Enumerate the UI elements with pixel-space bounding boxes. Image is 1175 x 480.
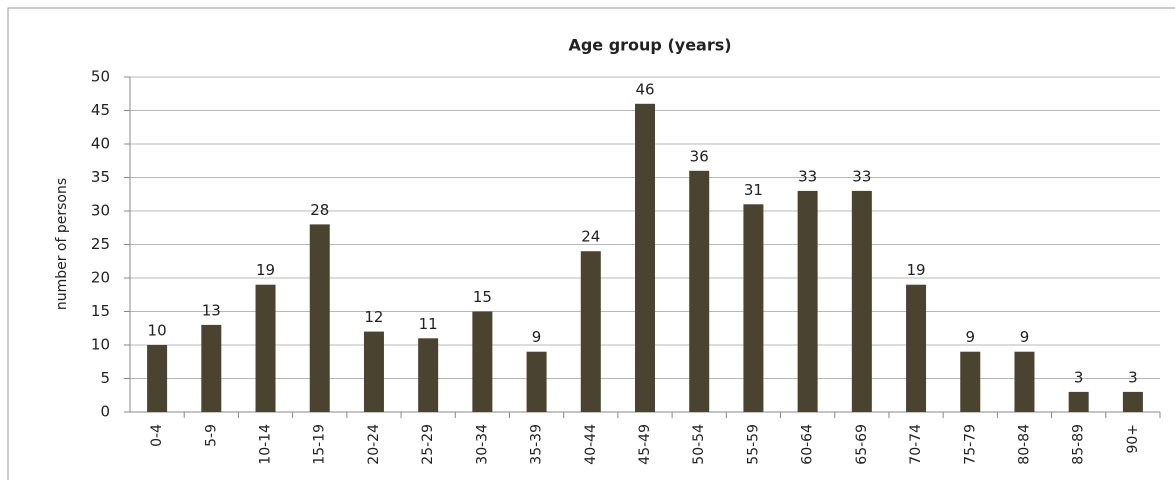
data-label: 24 [581, 228, 600, 246]
y-axis-title: number of persons [54, 178, 70, 310]
x-tick-label: 25-29 [420, 424, 436, 465]
x-tick-label: 0-4 [149, 424, 165, 447]
bar [472, 311, 493, 412]
x-tick-label: 90+ [1125, 424, 1141, 454]
bar [580, 251, 601, 412]
data-label: 46 [635, 80, 654, 98]
x-tick-label: 80-84 [1016, 424, 1032, 465]
bar [526, 351, 547, 412]
bar [255, 284, 276, 412]
data-label: 3 [1074, 368, 1084, 386]
y-tick-label: 25 [91, 235, 110, 253]
bar [418, 338, 439, 412]
bar [906, 284, 927, 412]
x-tick-label: 65-69 [854, 424, 870, 465]
data-label: 33 [798, 167, 817, 185]
data-label: 19 [256, 261, 275, 279]
x-tick-label: 85-89 [1071, 424, 1087, 465]
x-tick-label: 40-44 [583, 424, 599, 465]
data-label: 31 [744, 181, 763, 199]
bar [851, 190, 872, 412]
y-tick-label: 10 [91, 336, 110, 354]
chart-title: Age group (years) [568, 36, 731, 55]
bar [635, 103, 655, 413]
x-tick-label: 75-79 [962, 424, 978, 465]
x-tick-label: 5-9 [203, 424, 219, 447]
y-tick-label: 40 [91, 135, 110, 153]
bar [1014, 351, 1035, 412]
x-tick-label: 30-34 [474, 424, 490, 465]
y-tick-label: 20 [91, 269, 110, 287]
x-tick-label: 45-49 [637, 424, 653, 465]
data-label: 28 [310, 201, 329, 219]
x-tick-label: 35-39 [529, 424, 545, 465]
data-label: 36 [690, 147, 709, 165]
data-label: 33 [852, 167, 871, 185]
data-label: 12 [364, 308, 383, 326]
x-tick-label: 70-74 [908, 424, 924, 465]
data-label: 10 [148, 322, 167, 340]
y-tick-label: 0 [100, 403, 110, 421]
y-tick-label: 30 [91, 202, 110, 220]
y-tick-label: 35 [91, 168, 110, 186]
y-tick-label: 45 [91, 101, 110, 119]
x-tick-label: 60-64 [800, 424, 816, 465]
data-label: 9 [965, 328, 975, 346]
x-tick-label: 55-59 [745, 424, 761, 465]
x-tick-label: 20-24 [366, 424, 382, 465]
x-tick-label: 10-14 [258, 424, 274, 465]
data-label: 11 [419, 315, 438, 333]
bar [309, 224, 330, 412]
x-tick-label: 15-19 [312, 424, 328, 465]
data-label: 19 [907, 261, 926, 279]
data-label: 9 [532, 328, 542, 346]
data-label: 9 [1020, 328, 1030, 346]
y-tick-label: 5 [100, 369, 110, 387]
bar [147, 345, 168, 412]
bar [797, 190, 818, 412]
x-tick-label: 50-54 [691, 424, 707, 465]
data-label: 15 [473, 288, 492, 306]
bar [1122, 391, 1143, 412]
bar [689, 170, 710, 412]
y-tick-label: 15 [91, 302, 110, 320]
bar [743, 204, 764, 412]
bar [201, 324, 222, 412]
data-label: 13 [202, 301, 221, 319]
bar [1068, 391, 1089, 412]
bar [363, 331, 384, 412]
y-tick-label: 50 [91, 68, 110, 86]
bar [960, 351, 981, 412]
data-label: 3 [1128, 368, 1138, 386]
